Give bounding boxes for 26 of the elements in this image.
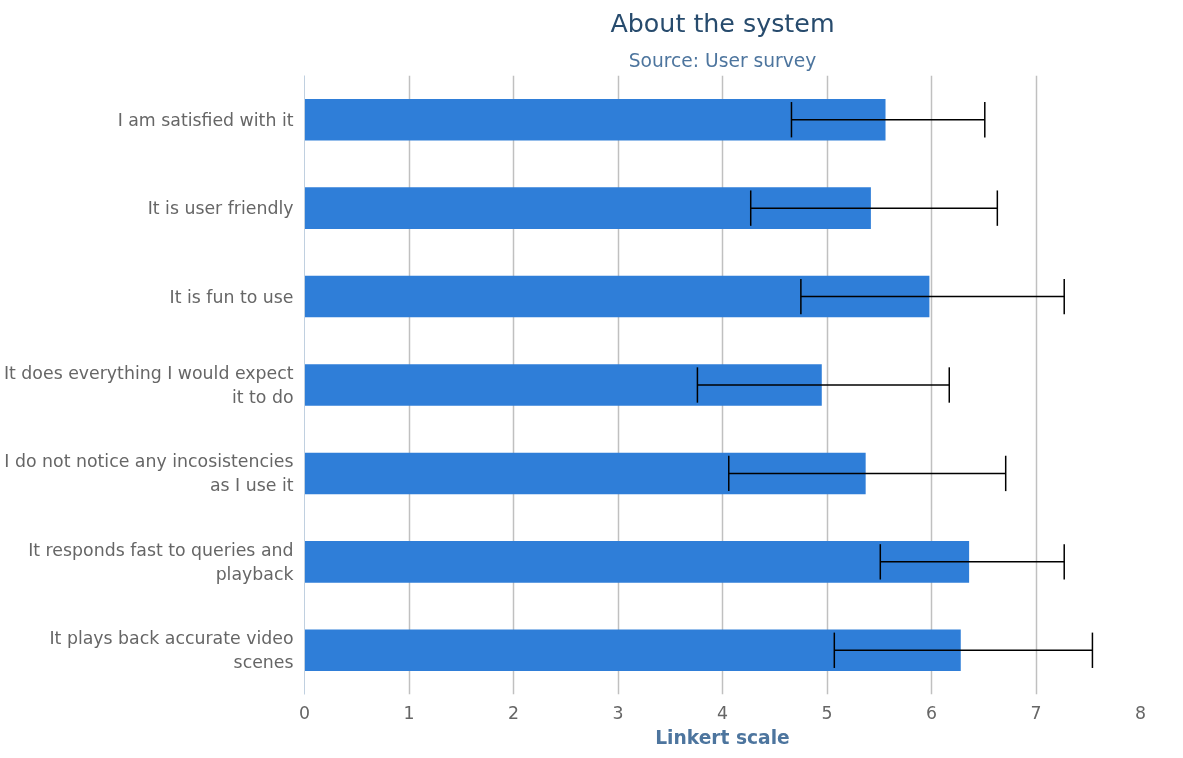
x-tick-label: 8 — [1134, 702, 1147, 723]
y-tick-label: I do not notice any incosistencies as I use it — [4, 451, 294, 496]
bar — [304, 452, 866, 495]
x-tick-label: 5 — [821, 702, 833, 723]
x-tick-label: 7 — [1030, 702, 1042, 723]
bar — [304, 629, 961, 672]
x-tick-label: 0 — [298, 702, 311, 723]
y-tick-label: It does everything I would expect it to do — [3, 363, 294, 407]
bar — [304, 98, 886, 141]
chart-title: About the system — [610, 7, 835, 38]
y-tick-label: I am satisfied with it — [117, 109, 294, 130]
x-tick-label: 3 — [612, 702, 624, 723]
y-tick-label: It plays back accurate video scenes — [49, 628, 294, 673]
chart-subtitle: Source: User survey — [628, 49, 817, 71]
x-tick-label: 1 — [403, 702, 415, 723]
x-axis-title: Linkert scale — [655, 726, 790, 748]
bar — [304, 275, 930, 318]
x-tick-label: 2 — [507, 702, 520, 723]
bar — [304, 364, 822, 406]
bar — [304, 187, 871, 229]
y-tick-label: It is fun to use — [169, 286, 294, 307]
x-tick-label: 4 — [716, 702, 729, 723]
bar — [304, 541, 970, 583]
y-tick-label: It responds fast to queries and playback — [28, 539, 294, 584]
x-tick-label: 6 — [925, 702, 938, 723]
y-tick-label: It is user friendly — [147, 198, 294, 219]
